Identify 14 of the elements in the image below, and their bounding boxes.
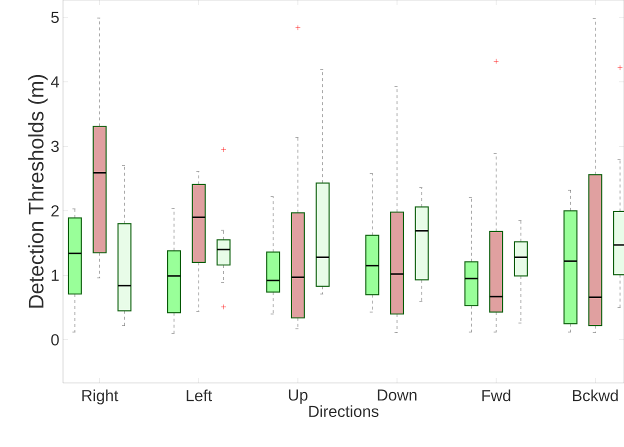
x-tick-label: Fwd [482, 390, 510, 402]
y-tick-label: 2 [51, 205, 59, 216]
y-axis-title: Detection Thresholds (m) [28, 74, 48, 308]
x-axis-title: Directions [309, 405, 378, 418]
y-tick-label: 4 [50, 76, 59, 88]
x-tick-label: Left [186, 390, 212, 402]
y-tick-label: 3 [51, 140, 59, 152]
y-tick-label: 5 [51, 12, 59, 23]
y-tick-label: 1 [52, 270, 59, 281]
x-tick-label: Up [288, 390, 308, 404]
x-tick-label: Right [82, 390, 118, 404]
y-tick-label: 0 [51, 334, 59, 346]
x-tick-label: Down [378, 390, 416, 401]
x-tick-label: Bckwd [573, 390, 618, 402]
